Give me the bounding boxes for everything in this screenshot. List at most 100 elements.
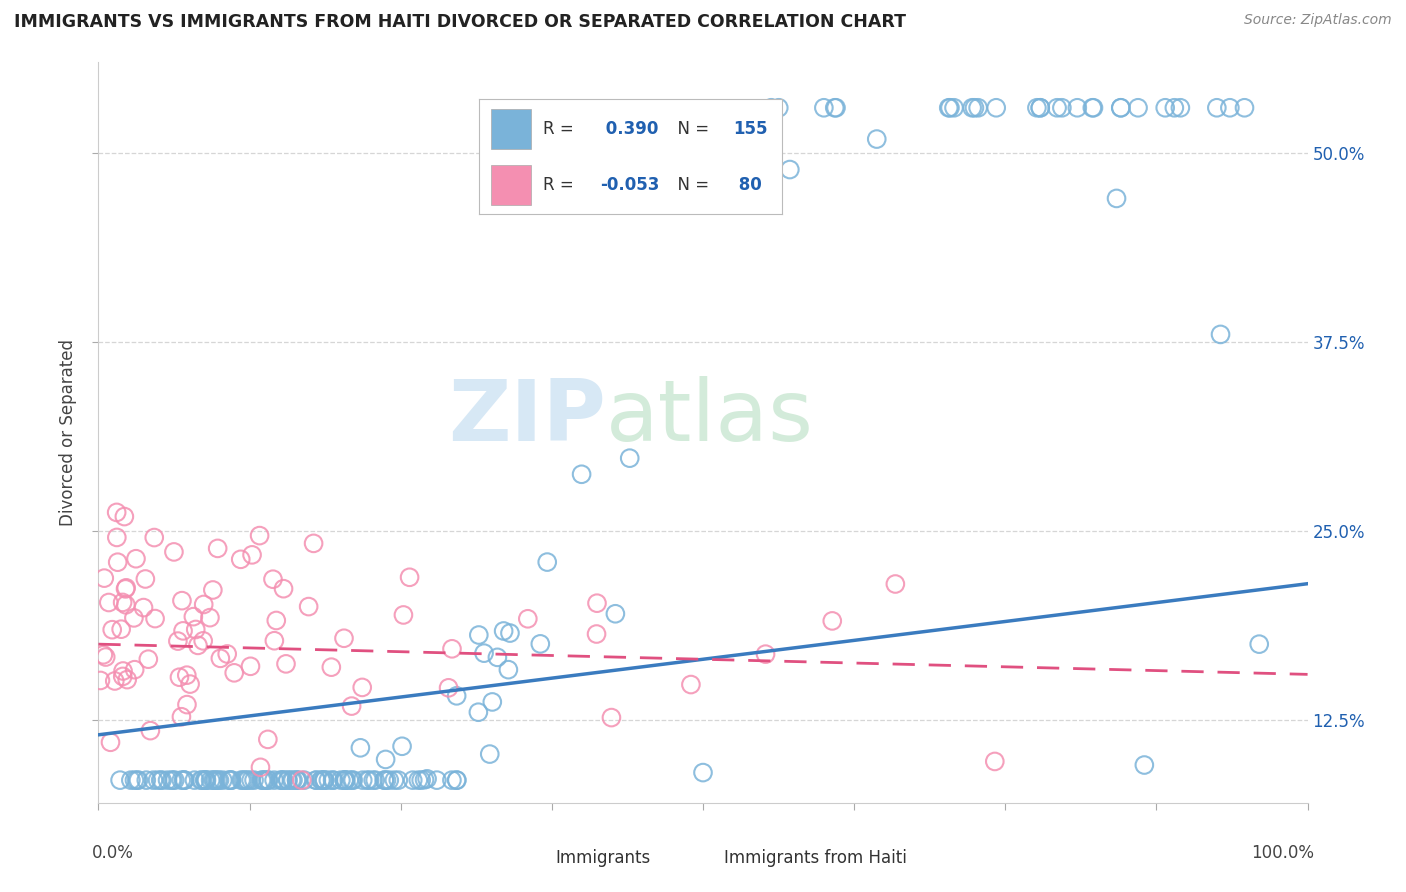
Point	[1066, 101, 1088, 115]
Point	[273, 773, 295, 788]
Point	[176, 668, 198, 682]
Point	[263, 773, 285, 788]
Point	[125, 551, 148, 566]
Point	[426, 773, 449, 788]
Point	[754, 647, 776, 661]
Point	[235, 773, 257, 788]
Point	[105, 531, 128, 545]
Point	[218, 773, 240, 788]
Point	[176, 698, 198, 712]
Point	[986, 101, 1008, 115]
Point	[217, 647, 239, 661]
Point	[516, 612, 538, 626]
Point	[536, 555, 558, 569]
Point	[120, 773, 142, 788]
Point	[1050, 101, 1073, 115]
Point	[1133, 758, 1156, 772]
Point	[305, 773, 328, 788]
Point	[271, 773, 294, 788]
Point	[89, 673, 111, 688]
Point	[411, 773, 433, 788]
Point	[960, 101, 983, 115]
Point	[1163, 101, 1185, 115]
Point	[211, 773, 233, 788]
Point	[1105, 191, 1128, 205]
Point	[280, 773, 302, 788]
Point	[329, 773, 352, 788]
Point	[335, 773, 357, 788]
Point	[111, 595, 134, 609]
Point	[163, 773, 186, 788]
Point	[208, 773, 231, 788]
Point	[352, 773, 374, 788]
Point	[1046, 101, 1069, 115]
Point	[115, 673, 138, 687]
Point	[392, 607, 415, 622]
Point	[472, 646, 495, 660]
Point	[277, 773, 299, 788]
Point	[384, 773, 406, 788]
Point	[529, 637, 551, 651]
Point	[187, 639, 209, 653]
Point	[219, 773, 242, 788]
Point	[322, 773, 344, 788]
Point	[1233, 101, 1256, 115]
Point	[202, 773, 225, 788]
Point	[194, 773, 217, 788]
Point	[207, 773, 229, 788]
FancyBboxPatch shape	[513, 844, 548, 872]
Point	[1081, 101, 1104, 115]
Point	[1249, 637, 1271, 651]
Point	[305, 773, 328, 788]
Point	[122, 611, 145, 625]
Point	[264, 614, 287, 628]
Point	[340, 773, 363, 788]
Point	[236, 773, 259, 788]
Text: ZIP: ZIP	[449, 376, 606, 459]
Point	[193, 633, 215, 648]
Point	[292, 773, 315, 788]
Point	[373, 773, 395, 788]
Point	[984, 755, 1007, 769]
Point	[207, 541, 229, 556]
Point	[101, 623, 124, 637]
Point	[492, 624, 515, 638]
Point	[170, 593, 193, 607]
Text: Immigrants: Immigrants	[555, 849, 651, 867]
Point	[342, 773, 364, 788]
Point	[249, 760, 271, 774]
Point	[146, 773, 169, 788]
Point	[111, 669, 134, 683]
Point	[108, 773, 131, 788]
Point	[1025, 101, 1047, 115]
Point	[768, 101, 790, 115]
Text: atlas: atlas	[606, 376, 814, 459]
Point	[190, 773, 212, 788]
Text: 0.0%: 0.0%	[93, 844, 134, 862]
Point	[963, 101, 986, 115]
Point	[335, 773, 357, 788]
Point	[967, 101, 990, 115]
Point	[200, 773, 222, 788]
Point	[127, 773, 149, 788]
Point	[112, 509, 135, 524]
Point	[287, 773, 309, 788]
Point	[398, 570, 420, 584]
Point	[349, 740, 371, 755]
Point	[239, 659, 262, 673]
Point	[150, 773, 173, 788]
Point	[209, 651, 232, 665]
Point	[163, 545, 186, 559]
Point	[333, 773, 356, 788]
Point	[201, 582, 224, 597]
Point	[194, 773, 217, 788]
Point	[193, 598, 215, 612]
Point	[440, 641, 463, 656]
Point	[112, 664, 135, 678]
Point	[312, 773, 335, 788]
Point	[219, 773, 242, 788]
Point	[1154, 101, 1177, 115]
Point	[375, 773, 398, 788]
Point	[269, 773, 291, 788]
Point	[499, 626, 522, 640]
